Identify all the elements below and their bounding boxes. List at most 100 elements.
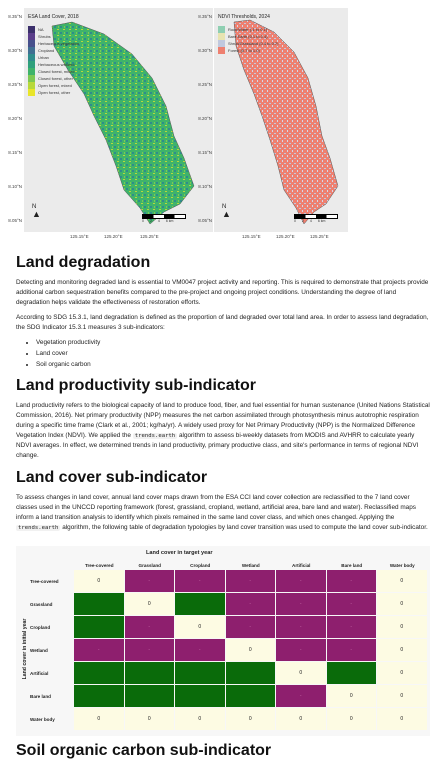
matrix-row-header: Water body (30, 717, 55, 722)
legend-label: Shrub/Grassland (0.4 to 0.7) (228, 41, 279, 46)
section-heading-land-productivity: Land productivity sub-indicator (16, 377, 257, 394)
matrix-cell: 0 (326, 708, 376, 730)
legend-label: Urban (38, 55, 49, 60)
matrix-cell: + (175, 662, 225, 684)
matrix-cell: 0 (377, 616, 427, 638)
paragraph-text: To assess changes in land cover, annual … (16, 494, 416, 521)
north-arrow-icon: N ▲ (32, 204, 41, 219)
legend-swatch (28, 40, 35, 47)
matrix-cell: - (276, 570, 326, 592)
matrix-cell: 0 (225, 708, 275, 730)
matrix-cell: 0 (377, 639, 427, 661)
matrix-cell: - (276, 639, 326, 661)
maps-figure: 8.35°N 8.30°N 8.25°N 8.20°N 8.15°N 8.10°… (0, 0, 448, 244)
legend-item: Urban (28, 54, 49, 61)
paragraph-text: algorithm to assess bi-weekly datasets f… (16, 432, 419, 459)
matrix-column-header: Tree-covered (84, 562, 114, 568)
legend-swatch (218, 26, 225, 33)
matrix-cell: 0 (377, 708, 427, 730)
matrix-cell: - (326, 616, 376, 638)
matrix-cell: 0 (175, 708, 225, 730)
y-tick-label: 8.20°N (198, 116, 212, 121)
scale-label: 2 (301, 219, 304, 223)
matrix-cell: - (225, 593, 275, 615)
matrix-row-axis-label: Land cover in initial year (22, 618, 28, 680)
matrix-cell: - (124, 616, 174, 638)
matrix-cell: + (175, 685, 225, 707)
matrix-title: Land cover in target year (146, 550, 213, 556)
matrix-cell: 0 (74, 708, 124, 730)
matrix-cell: - (276, 616, 326, 638)
matrix-cell: 0 (276, 662, 326, 684)
matrix-cell: - (326, 593, 376, 615)
matrix-cell: - (124, 570, 174, 592)
legend-swatch (28, 68, 35, 75)
matrix-cell: 0 (326, 685, 376, 707)
y-tick-label: 8.05°N (198, 218, 212, 223)
matrix-cell: - (276, 593, 326, 615)
legend-label: Herbaceous vegetation (38, 41, 80, 46)
legend-label: Closed forest, mixed (38, 69, 75, 74)
matrix-cell: + (74, 685, 124, 707)
legend-swatch (218, 47, 225, 54)
legend-swatch (28, 82, 35, 89)
legend-swatch (28, 61, 35, 68)
matrix-row-header: Tree-covered (30, 579, 59, 584)
x-tick-label: 125.20°E (276, 234, 295, 239)
y-tick-label: 8.20°N (8, 116, 22, 121)
matrix-cell: 0 (74, 570, 124, 592)
matrix-cell: - (124, 639, 174, 661)
y-tick-label: 8.05°N (8, 218, 22, 223)
legend-swatch (218, 40, 225, 47)
matrix-cell: - (276, 685, 326, 707)
land-cover-map-panel: 8.35°N 8.30°N 8.25°N 8.20°N 8.15°N 8.10°… (0, 8, 213, 239)
legend-label: NA (38, 27, 44, 32)
matrix-cell: 0 (377, 593, 427, 615)
y-tick-label: 8.25°N (198, 82, 212, 87)
y-tick-label: 8.15°N (198, 150, 212, 155)
legend-label: Cropland (38, 48, 55, 53)
paragraph: To assess changes in land cover, annual … (16, 493, 430, 533)
y-tick-label: 8.15°N (8, 150, 22, 155)
matrix-cell: - (74, 639, 124, 661)
map-title: ESA Land Cover, 2018 (28, 14, 79, 20)
legend-label: Rock/Water (-1 to 0.1) (228, 27, 268, 32)
legend-swatch (28, 75, 35, 82)
map-canvas: NDVI Thresholds, 2024 Rock/Water (-1 to … (214, 8, 348, 232)
y-tick-label: 8.10°N (8, 184, 22, 189)
paragraph: Detecting and monitoring degraded land i… (16, 279, 429, 306)
legend-swatch (28, 89, 35, 96)
matrix-cell: 0 (377, 685, 427, 707)
matrix-column-header: Wetland (241, 562, 260, 568)
paragraph-text: algorithm, the following table of degrad… (62, 524, 428, 531)
paragraph: According to SDG 15.3.1, land degradatio… (16, 314, 429, 331)
matrix-cell: + (326, 662, 376, 684)
legend-item: NA (28, 26, 44, 33)
matrix-cell: 0 (377, 570, 427, 592)
legend-item: Rock/Water (-1 to 0.1) (218, 26, 267, 33)
scale-label: 0 (294, 219, 296, 223)
legend-swatch (218, 33, 225, 40)
scale-label: 4 (157, 219, 160, 223)
matrix-cell: - (326, 570, 376, 592)
matrix-row-header: Grassland (30, 602, 53, 607)
legend-item: Shrubs (28, 33, 51, 40)
matrix-cell: - (175, 570, 225, 592)
matrix-cell: 0 (175, 616, 225, 638)
matrix-cell: 0 (225, 639, 275, 661)
section-heading-land-degradation: Land degradation (16, 254, 151, 271)
legend-item: Closed forest, other (28, 75, 73, 82)
matrix-cell: 0 (276, 708, 326, 730)
matrix-column-header: Cropland (190, 562, 211, 568)
scale-label: 4 (309, 219, 312, 223)
matrix-row-header: Artificial (30, 671, 49, 676)
map-title: NDVI Thresholds, 2024 (218, 14, 270, 20)
matrix-cell: + (74, 593, 124, 615)
land-cover-shape (51, 21, 195, 225)
legend-swatch (28, 33, 35, 40)
legend-label: Shrubs (38, 34, 51, 39)
matrix-cell: + (124, 662, 174, 684)
matrix-cell: + (225, 685, 275, 707)
north-arrow-icon: N ▲ (222, 204, 231, 219)
x-tick-label: 125.20°E (104, 234, 123, 239)
